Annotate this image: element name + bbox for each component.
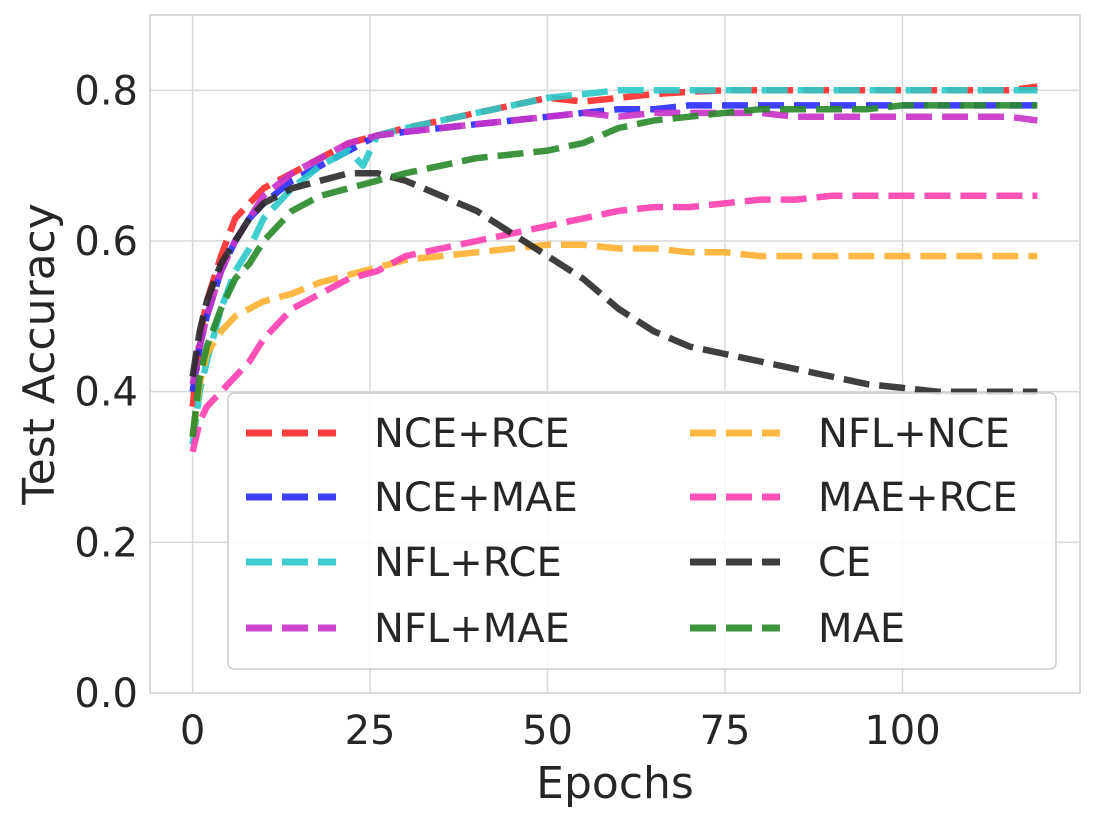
y-tick-labels: 0.0 0.2 0.4 0.6 0.8: [74, 68, 138, 717]
legend-label: NCE+RCE: [374, 411, 570, 457]
legend-label: NFL+RCE: [374, 540, 562, 586]
series-line: [189, 109, 1038, 385]
y-axis-title: Test Accuracy: [14, 203, 65, 506]
series-nfl-mae: [189, 109, 1038, 385]
legend: NCE+RCE NCE+MAE NFL+RCE NFL+MAE NFL+NCE MAE+R…: [227, 392, 1057, 670]
legend-item: NFL+NCE: [690, 411, 1010, 457]
y-tick-label: 0.0: [74, 671, 138, 717]
series-line: [189, 169, 1038, 395]
x-tick-label: 75: [700, 708, 751, 754]
legend-box: [227, 392, 1057, 670]
y-tick-label: 0.6: [74, 219, 138, 265]
y-tick-label: 0.4: [74, 370, 138, 416]
series-nfl-rce: [189, 87, 1038, 445]
legend-label: NCE+MAE: [374, 475, 578, 521]
y-tick-label: 0.8: [74, 68, 138, 114]
series-line: [189, 102, 1038, 438]
legend-label: NFL+NCE: [818, 411, 1010, 457]
legend-label: MAE+RCE: [818, 475, 1018, 521]
y-tick-label: 0.2: [74, 520, 138, 566]
legend-label: NFL+MAE: [374, 606, 570, 652]
legend-item: CE: [690, 540, 871, 586]
legend-item: NCE+RCE: [246, 411, 570, 457]
series-line: [189, 192, 1038, 453]
x-tick-label: 100: [864, 708, 940, 754]
x-tick-labels: 0 25 50 75 100: [180, 708, 941, 754]
series-layer: [189, 83, 1038, 453]
legend-item: NFL+MAE: [246, 606, 570, 652]
legend-item: MAE: [690, 606, 905, 652]
series-mae-rce: [189, 192, 1038, 453]
legend-item: NCE+MAE: [246, 475, 578, 521]
x-tick-label: 25: [345, 708, 396, 754]
series-ce: [189, 169, 1038, 395]
x-tick-label: 50: [522, 708, 573, 754]
legend-label: MAE: [818, 606, 905, 652]
legend-item: MAE+RCE: [690, 475, 1018, 521]
x-tick-label: 0: [180, 708, 205, 754]
x-axis-title: Epochs: [536, 758, 694, 809]
series-mae: [189, 102, 1038, 438]
series-line: [189, 87, 1038, 445]
legend-item: NFL+RCE: [246, 540, 562, 586]
legend-label: CE: [818, 540, 871, 586]
